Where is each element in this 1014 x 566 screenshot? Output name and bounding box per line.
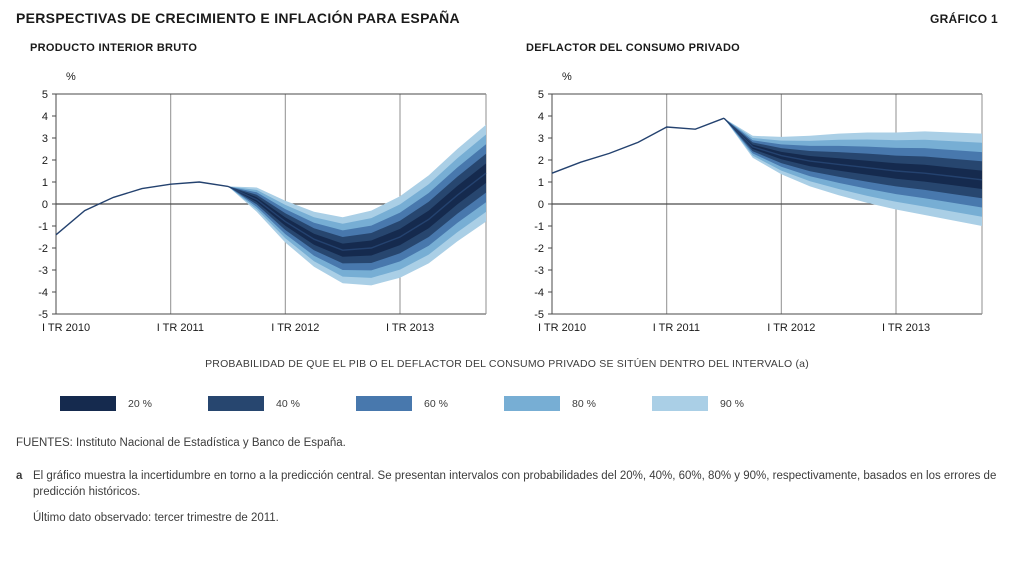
svg-text:4: 4 xyxy=(42,111,48,123)
svg-text:-1: -1 xyxy=(534,221,544,233)
svg-text:%: % xyxy=(66,71,76,83)
svg-text:5: 5 xyxy=(42,89,48,101)
chart-panel-deflactor: DEFLACTOR DEL CONSUMO PRIVADO I TR 2010 I… xyxy=(512,42,998,334)
footnote-text: El gráfico muestra la incertidumbre en t… xyxy=(33,470,997,498)
chart-title-pib: PRODUCTO INTERIOR BRUTO xyxy=(30,42,198,54)
svg-text:I TR 2011: I TR 2011 xyxy=(157,322,204,334)
legend-swatch xyxy=(504,396,560,411)
svg-text:3: 3 xyxy=(42,133,48,145)
fan-chart-pib: I TR 2010 I TR 2011 I TR 2012 I TR 2013 -5 -4… xyxy=(16,66,494,334)
legend-swatch xyxy=(60,396,116,411)
svg-text:-2: -2 xyxy=(38,243,48,255)
legend-item: 90 % xyxy=(652,396,800,411)
svg-text:-3: -3 xyxy=(38,265,48,277)
charts-row: PRODUCTO INTERIOR BRUTO I TR 2010 I TR 20… xyxy=(16,42,998,334)
svg-text:1: 1 xyxy=(538,177,544,189)
legend-item: 80 % xyxy=(504,396,652,411)
svg-text:-5: -5 xyxy=(534,309,544,321)
svg-text:3: 3 xyxy=(538,133,544,145)
svg-text:4: 4 xyxy=(538,111,544,123)
footer: FUENTES: Instituto Nacional de Estadísti… xyxy=(16,437,998,524)
legend-label: 90 % xyxy=(720,397,744,410)
legend-title: PROBABILIDAD DE QUE EL PIB O EL DEFLACTO… xyxy=(205,358,809,370)
legend-item: 60 % xyxy=(356,396,504,411)
svg-text:I TR 2012: I TR 2012 xyxy=(271,322,319,334)
probability-legend: 20 % 40 % 60 % 80 % 90 % xyxy=(60,396,998,411)
fan-chart-deflactor: I TR 2010 I TR 2011 I TR 2012 I TR 2013 -5 -4… xyxy=(512,66,990,334)
legend-swatch xyxy=(208,396,264,411)
svg-text:I TR 2013: I TR 2013 xyxy=(386,322,434,334)
chart-panel-pib: PRODUCTO INTERIOR BRUTO I TR 2010 I TR 20… xyxy=(16,42,502,334)
svg-text:I TR 2010: I TR 2010 xyxy=(42,322,90,334)
chart-number-label: GRÁFICO 1 xyxy=(929,12,998,26)
legend-swatch xyxy=(652,396,708,411)
svg-text:I TR 2010: I TR 2010 xyxy=(538,322,586,334)
legend-item: 40 % xyxy=(208,396,356,411)
last-observed-note: Último dato observado: tercer trimestre … xyxy=(33,512,279,525)
svg-text:I TR 2012: I TR 2012 xyxy=(767,322,815,334)
svg-text:0: 0 xyxy=(42,199,48,211)
svg-text:I TR 2011: I TR 2011 xyxy=(653,322,700,334)
svg-text:%: % xyxy=(562,71,572,83)
svg-text:0: 0 xyxy=(538,199,544,211)
footnote-marker: a xyxy=(16,470,23,482)
svg-text:-5: -5 xyxy=(38,309,48,321)
svg-text:1: 1 xyxy=(42,177,48,189)
svg-text:-1: -1 xyxy=(38,221,48,233)
legend-item: 20 % xyxy=(60,396,208,411)
svg-text:5: 5 xyxy=(538,89,544,101)
legend-label: 60 % xyxy=(424,397,448,410)
page-title: PERSPECTIVAS DE CRECIMIENTO E INFLACIÓN … xyxy=(16,10,460,26)
svg-text:-4: -4 xyxy=(534,287,544,299)
legend-swatch xyxy=(356,396,412,411)
svg-text:2: 2 xyxy=(42,155,48,167)
legend-label: 80 % xyxy=(572,397,596,410)
svg-text:-2: -2 xyxy=(534,243,544,255)
svg-text:I TR 2013: I TR 2013 xyxy=(882,322,930,334)
sources-line: FUENTES: Instituto Nacional de Estadísti… xyxy=(16,437,346,449)
chart-title-deflactor: DEFLACTOR DEL CONSUMO PRIVADO xyxy=(526,42,741,54)
svg-text:-3: -3 xyxy=(534,265,544,277)
svg-text:-4: -4 xyxy=(38,287,48,299)
legend-label: 40 % xyxy=(276,397,300,410)
svg-text:2: 2 xyxy=(538,155,544,167)
header: PERSPECTIVAS DE CRECIMIENTO E INFLACIÓN … xyxy=(16,10,998,26)
footnote: a El gráfico muestra la incertidumbre en… xyxy=(16,469,998,500)
legend-label: 20 % xyxy=(128,397,152,410)
